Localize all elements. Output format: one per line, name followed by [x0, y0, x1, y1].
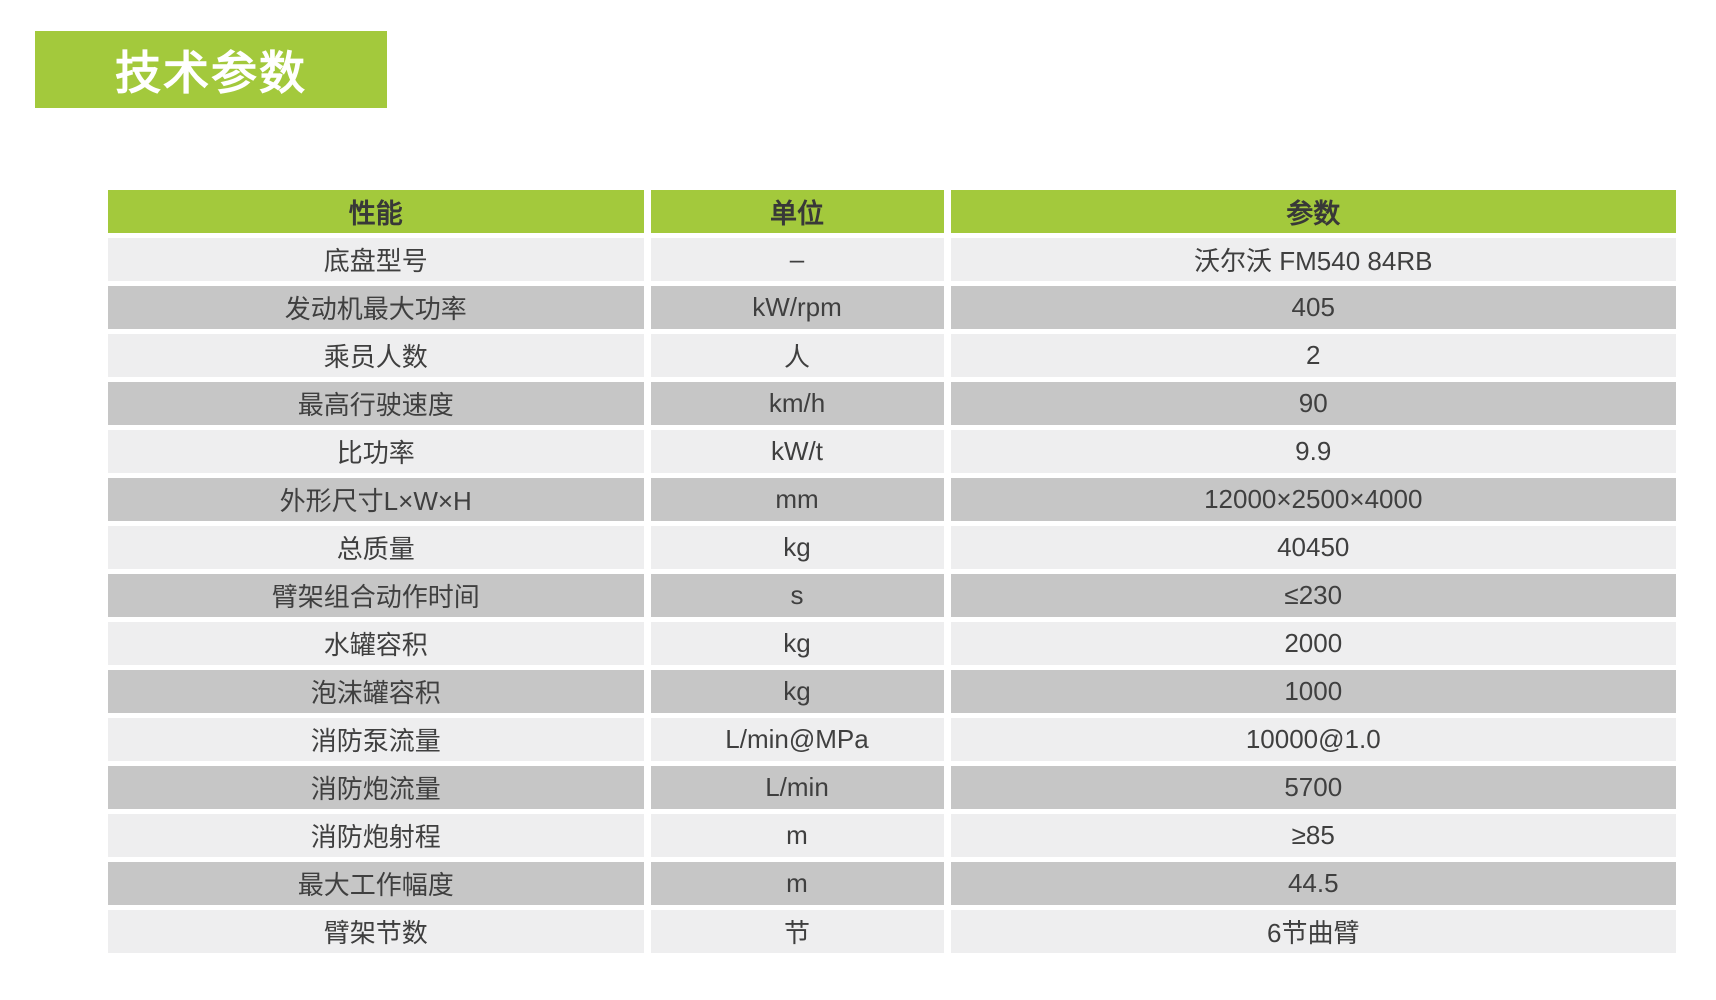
property-cell: 比功率: [108, 427, 651, 478]
unit-cell: m: [647, 811, 951, 862]
value-cell: 5700: [947, 763, 1676, 814]
value-cell: 40450: [947, 523, 1676, 574]
unit-cell: kW/rpm: [647, 283, 951, 334]
table-row: 消防炮流量 L/min 5700: [108, 763, 1676, 814]
table-row: 发动机最大功率 kW/rpm 405: [108, 283, 1676, 334]
property-cell: 消防炮流量: [108, 763, 651, 814]
unit-cell: mm: [647, 475, 951, 526]
property-cell: 臂架节数: [108, 907, 651, 953]
unit-cell: km/h: [647, 379, 951, 430]
value-cell: 90: [947, 379, 1676, 430]
unit-cell: 节: [647, 907, 951, 953]
header-cell-unit: 单位: [647, 190, 951, 238]
header-cell-value: 参数: [947, 190, 1676, 238]
table-row: 比功率 kW/t 9.9: [108, 427, 1676, 478]
table-row: 泡沫罐容积 kg 1000: [108, 667, 1676, 718]
value-cell: 1000: [947, 667, 1676, 718]
unit-cell: 人: [647, 331, 951, 382]
property-cell: 外形尺寸L×W×H: [108, 475, 651, 526]
property-cell: 泡沫罐容积: [108, 667, 651, 718]
table-row: 臂架组合动作时间 s ≤230: [108, 571, 1676, 622]
table-row: 最大工作幅度 m 44.5: [108, 859, 1676, 910]
value-cell: 6节曲臂: [947, 907, 1676, 953]
section-title-badge: 技术参数: [35, 31, 387, 108]
property-cell: 消防泵流量: [108, 715, 651, 766]
value-cell: 405: [947, 283, 1676, 334]
unit-cell: kg: [647, 667, 951, 718]
header-cell-property: 性能: [108, 190, 651, 238]
value-cell: 2000: [947, 619, 1676, 670]
value-cell: 沃尔沃 FM540 84RB: [947, 235, 1676, 286]
table-header-row: 性能 单位 参数: [108, 190, 1676, 238]
property-cell: 总质量: [108, 523, 651, 574]
table-row: 底盘型号 – 沃尔沃 FM540 84RB: [108, 235, 1676, 286]
table-row: 乘员人数 人 2: [108, 331, 1676, 382]
value-cell: 12000×2500×4000: [947, 475, 1676, 526]
value-cell: ≤230: [947, 571, 1676, 622]
spec-table: 性能 单位 参数 底盘型号 – 沃尔沃 FM540 84RB 发动机最大功率 k…: [108, 190, 1676, 953]
unit-cell: kg: [647, 619, 951, 670]
value-cell: 2: [947, 331, 1676, 382]
property-cell: 水罐容积: [108, 619, 651, 670]
property-cell: 最大工作幅度: [108, 859, 651, 910]
property-cell: 底盘型号: [108, 235, 651, 286]
table-row: 臂架节数 节 6节曲臂: [108, 907, 1676, 953]
unit-cell: –: [647, 235, 951, 286]
unit-cell: L/min@MPa: [647, 715, 951, 766]
section-title: 技术参数: [115, 46, 307, 99]
unit-cell: s: [647, 571, 951, 622]
table-row: 消防炮射程 m ≥85: [108, 811, 1676, 862]
property-cell: 臂架组合动作时间: [108, 571, 651, 622]
table-row: 外形尺寸L×W×H mm 12000×2500×4000: [108, 475, 1676, 526]
unit-cell: kW/t: [647, 427, 951, 478]
property-cell: 消防炮射程: [108, 811, 651, 862]
value-cell: 10000@1.0: [947, 715, 1676, 766]
table-row: 消防泵流量 L/min@MPa 10000@1.0: [108, 715, 1676, 766]
unit-cell: m: [647, 859, 951, 910]
unit-cell: kg: [647, 523, 951, 574]
property-cell: 发动机最大功率: [108, 283, 651, 334]
value-cell: ≥85: [947, 811, 1676, 862]
unit-cell: L/min: [647, 763, 951, 814]
property-cell: 乘员人数: [108, 331, 651, 382]
table-row: 总质量 kg 40450: [108, 523, 1676, 574]
property-cell: 最高行驶速度: [108, 379, 651, 430]
table-row: 水罐容积 kg 2000: [108, 619, 1676, 670]
value-cell: 44.5: [947, 859, 1676, 910]
value-cell: 9.9: [947, 427, 1676, 478]
table-row: 最高行驶速度 km/h 90: [108, 379, 1676, 430]
